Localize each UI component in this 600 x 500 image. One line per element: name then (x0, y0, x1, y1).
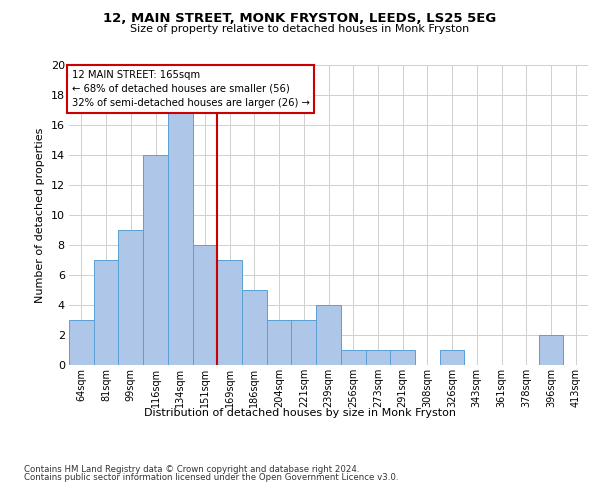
Text: Distribution of detached houses by size in Monk Fryston: Distribution of detached houses by size … (144, 408, 456, 418)
Bar (316, 305, 341, 365)
Bar (143, 155, 168, 365)
Bar (440, 350, 464, 365)
Bar (193, 245, 217, 365)
Bar (217, 260, 242, 365)
Bar (242, 290, 267, 365)
Bar (292, 320, 316, 365)
Bar (390, 350, 415, 365)
Bar (94, 260, 118, 365)
Text: 12, MAIN STREET, MONK FRYSTON, LEEDS, LS25 5EG: 12, MAIN STREET, MONK FRYSTON, LEEDS, LS… (103, 12, 497, 26)
Bar (69, 320, 94, 365)
Bar (341, 350, 365, 365)
Text: Contains HM Land Registry data © Crown copyright and database right 2024.: Contains HM Land Registry data © Crown c… (24, 465, 359, 474)
Bar (267, 320, 292, 365)
Bar (118, 230, 143, 365)
Bar (365, 350, 390, 365)
Bar (168, 110, 193, 365)
Bar (539, 335, 563, 365)
Y-axis label: Number of detached properties: Number of detached properties (35, 128, 45, 302)
Text: Contains public sector information licensed under the Open Government Licence v3: Contains public sector information licen… (24, 472, 398, 482)
Text: Size of property relative to detached houses in Monk Fryston: Size of property relative to detached ho… (130, 24, 470, 34)
Text: 12 MAIN STREET: 165sqm
← 68% of detached houses are smaller (56)
32% of semi-det: 12 MAIN STREET: 165sqm ← 68% of detached… (71, 70, 310, 108)
